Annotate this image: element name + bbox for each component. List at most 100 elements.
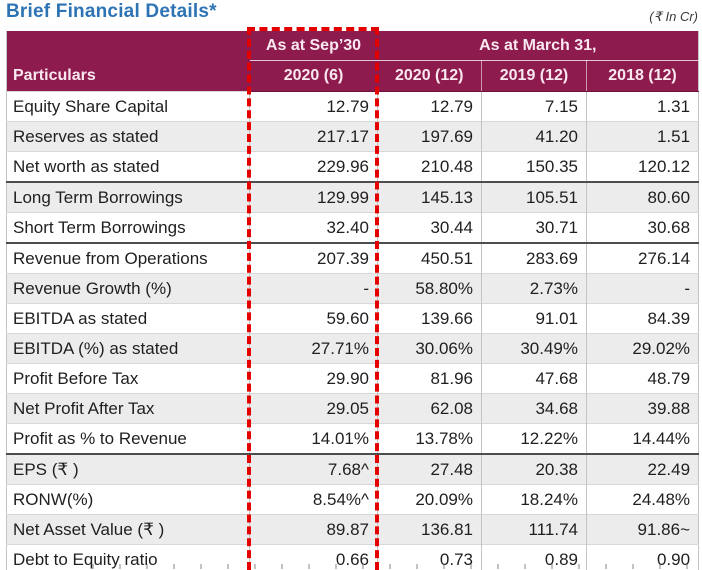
cell-sep30-2020: - [249, 273, 378, 304]
cell-march-2018: 22.49 [585, 453, 699, 485]
page-title: Brief Financial Details* [6, 1, 217, 22]
cell-march-2019: 2.73% [481, 273, 587, 304]
cell-march-2018: - [585, 273, 699, 304]
cell-march-2019: 30.49% [481, 333, 587, 364]
cell-march-2019: 150.35 [481, 151, 587, 182]
cell-march-2019: 7.15 [481, 91, 587, 122]
cell-sep30-2020: 229.96 [249, 151, 378, 182]
cell-march-2020: 13.78% [377, 423, 482, 454]
cell-march-2020: 139.66 [377, 303, 482, 334]
cell-march-2019: 12.22% [481, 423, 587, 454]
cell-march-2018: 84.39 [585, 303, 699, 334]
column-header-2018-12: 2018 (12) [585, 60, 699, 92]
cell-march-2019: 0.89 [481, 544, 587, 570]
column-group-as-at-sep30: As at Sep’30 [249, 31, 378, 61]
row-label: Reserves as stated [6, 121, 250, 152]
table-row: EBITDA as stated 59.60 139.66 91.01 84.3… [6, 303, 699, 334]
clipped-footnote-text [92, 564, 688, 569]
row-label: Profit Before Tax [6, 363, 250, 394]
cell-march-2018: 1.51 [585, 121, 699, 152]
cell-march-2020: 197.69 [377, 121, 482, 152]
cell-march-2020: 62.08 [377, 393, 482, 424]
cell-sep30-2020: 27.71% [249, 333, 378, 364]
cell-sep30-2020: 7.68^ [249, 453, 378, 485]
cell-sep30-2020: 32.40 [249, 212, 378, 243]
table-row: Profit as % to Revenue 14.01% 13.78% 12.… [6, 423, 699, 454]
row-label: Debt to Equity ratio [6, 544, 250, 570]
column-header-2020-6: 2020 (6) [249, 60, 378, 92]
cell-march-2020: 30.44 [377, 212, 482, 243]
cell-sep30-2020: 207.39 [249, 242, 378, 274]
cell-sep30-2020: 29.05 [249, 393, 378, 424]
cell-march-2019: 18.24% [481, 484, 587, 515]
column-group-as-at-march31: As at March 31, [377, 31, 699, 61]
table-row: Profit Before Tax 29.90 81.96 47.68 48.7… [6, 363, 699, 394]
table-row: EBITDA (%) as stated 27.71% 30.06% 30.49… [6, 333, 699, 364]
cell-sep30-2020: 8.54%^ [249, 484, 378, 515]
table-row: Net Profit After Tax 29.05 62.08 34.68 3… [6, 393, 699, 424]
cell-march-2019: 283.69 [481, 242, 587, 274]
row-label: Revenue from Operations [6, 242, 250, 274]
row-label: EBITDA (%) as stated [6, 333, 250, 364]
cell-sep30-2020: 129.99 [249, 181, 378, 213]
financial-details-table: Particulars As at Sep’30 As at March 31,… [6, 31, 700, 570]
cell-sep30-2020: 29.90 [249, 363, 378, 394]
table-row: Equity Share Capital 12.79 12.79 7.15 1.… [6, 91, 699, 122]
cell-march-2018: 80.60 [585, 181, 699, 213]
table-header: Particulars As at Sep’30 As at March 31,… [6, 31, 699, 92]
table-row: Net worth as stated 229.96 210.48 150.35… [6, 151, 699, 182]
table-row: Revenue from Operations 207.39 450.51 28… [6, 242, 699, 274]
row-label: Net Asset Value (₹ ) [6, 514, 250, 545]
cell-march-2018: 91.86~ [585, 514, 699, 545]
row-label: Revenue Growth (%) [6, 273, 250, 304]
cell-march-2020: 58.80% [377, 273, 482, 304]
row-label: EPS (₹ ) [6, 453, 250, 485]
cell-march-2020: 27.48 [377, 453, 482, 485]
cell-march-2018: 30.68 [585, 212, 699, 243]
cell-march-2020: 145.13 [377, 181, 482, 213]
cell-march-2020: 136.81 [377, 514, 482, 545]
cell-march-2018: 1.31 [585, 91, 699, 122]
table-row: Reserves as stated 217.17 197.69 41.20 1… [6, 121, 699, 152]
cell-march-2019: 20.38 [481, 453, 587, 485]
cell-march-2020: 12.79 [377, 91, 482, 122]
header-group-row: Particulars As at Sep’30 As at March 31, [6, 31, 699, 92]
cell-march-2019: 41.20 [481, 121, 587, 152]
cell-sep30-2020: 12.79 [249, 91, 378, 122]
cell-sep30-2020: 14.01% [249, 423, 378, 454]
cell-march-2018: 0.90 [585, 544, 699, 570]
table-row: EPS (₹ ) 7.68^ 27.48 20.38 22.49 [6, 453, 699, 485]
row-label: Net Profit After Tax [6, 393, 250, 424]
cell-sep30-2020: 217.17 [249, 121, 378, 152]
column-header-2019-12: 2019 (12) [481, 60, 587, 92]
cell-march-2019: 30.71 [481, 212, 587, 243]
column-header-particulars: Particulars [6, 31, 250, 92]
header-year-row: 2020 (6) 2020 (12) 2019 (12) 2018 (12) [7, 60, 699, 92]
cell-march-2020: 210.48 [377, 151, 482, 182]
cell-march-2019: 47.68 [481, 363, 587, 394]
cell-march-2020: 30.06% [377, 333, 482, 364]
cell-march-2019: 111.74 [481, 514, 587, 545]
row-label: Long Term Borrowings [6, 181, 250, 213]
cell-march-2020: 450.51 [377, 242, 482, 274]
cell-march-2018: 39.88 [585, 393, 699, 424]
row-label: Equity Share Capital [6, 91, 250, 122]
cell-march-2019: 105.51 [481, 181, 587, 213]
table-row: Long Term Borrowings 129.99 145.13 105.5… [6, 181, 699, 213]
cell-march-2020: 0.73 [377, 544, 482, 570]
table-row: Revenue Growth (%) - 58.80% 2.73% - [6, 273, 699, 304]
row-label: Short Term Borrowings [6, 212, 250, 243]
table-row: RONW(%) 8.54%^ 20.09% 18.24% 24.48% [6, 484, 699, 515]
cell-march-2018: 276.14 [585, 242, 699, 274]
row-label: Profit as % to Revenue [6, 423, 250, 454]
cell-march-2020: 81.96 [377, 363, 482, 394]
cell-march-2018: 48.79 [585, 363, 699, 394]
row-label: RONW(%) [6, 484, 250, 515]
row-label: Net worth as stated [6, 151, 250, 182]
cell-sep30-2020: 0.66 [249, 544, 378, 570]
cell-march-2018: 120.12 [585, 151, 699, 182]
table-row: Net Asset Value (₹ ) 89.87 136.81 111.74… [6, 514, 699, 545]
cell-march-2018: 24.48% [585, 484, 699, 515]
row-label: EBITDA as stated [6, 303, 250, 334]
